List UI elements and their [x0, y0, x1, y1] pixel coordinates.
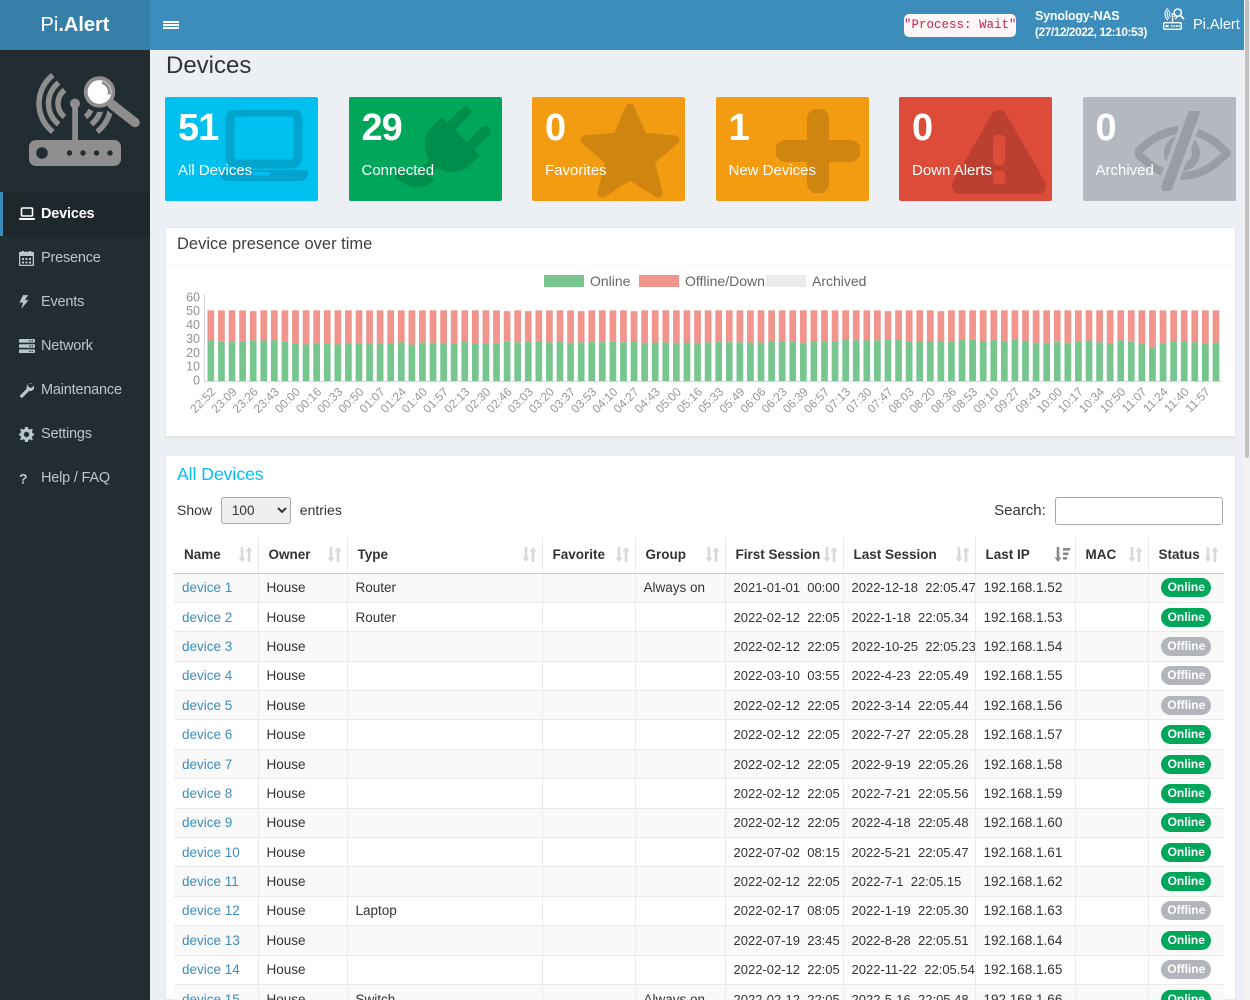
svg-text:30: 30: [186, 332, 200, 346]
svg-text:Online: Online: [590, 273, 631, 289]
svg-text:60: 60: [186, 290, 200, 304]
svg-text:50: 50: [186, 304, 200, 318]
svg-text:0: 0: [193, 374, 200, 388]
svg-text:10: 10: [186, 360, 200, 374]
svg-text:Offline/Down: Offline/Down: [685, 273, 765, 289]
svg-text:11:57: 11:57: [1183, 384, 1214, 415]
svg-text:Archived: Archived: [812, 273, 866, 289]
svg-text:40: 40: [186, 318, 200, 332]
svg-text:20: 20: [186, 346, 200, 360]
svg-text:?: ?: [19, 471, 27, 486]
